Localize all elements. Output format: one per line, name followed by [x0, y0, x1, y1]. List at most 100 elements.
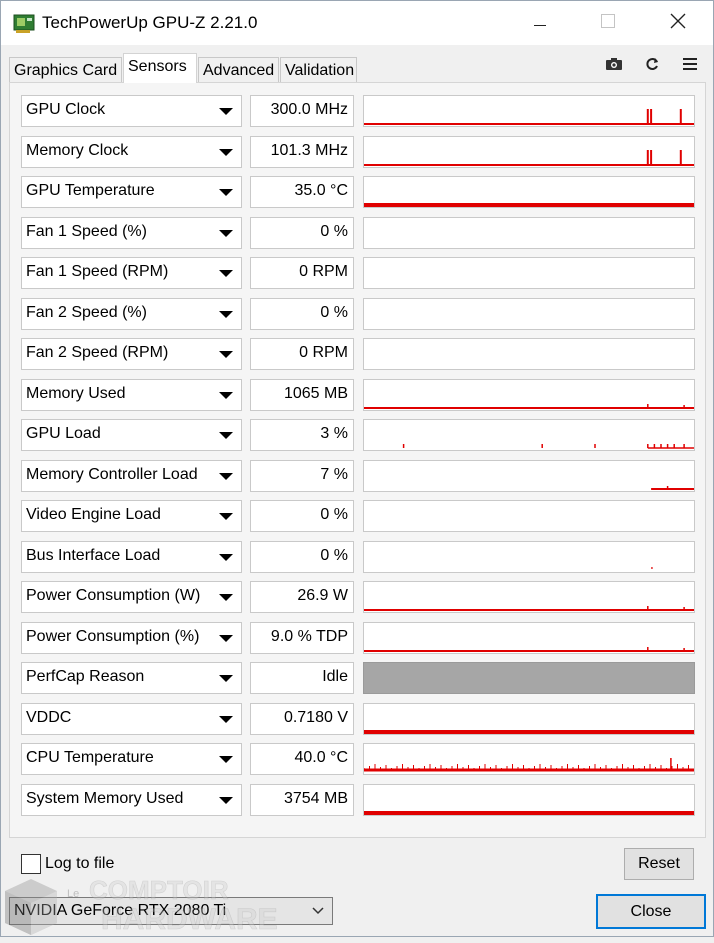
dropdown-arrow-icon[interactable] — [219, 594, 233, 601]
sensor-select[interactable]: VDDC — [21, 703, 242, 735]
sensor-row-gpu-clock: GPU Clock 300.0 MHz — [21, 95, 695, 127]
sensor-name-label: GPU Clock — [26, 101, 106, 118]
sensor-value-box: 101.3 MHz — [250, 136, 354, 168]
gpu-select-dropdown[interactable]: NVIDIA GeForce RTX 2080 Ti — [9, 897, 333, 925]
sensor-select[interactable]: Bus Interface Load — [21, 541, 242, 573]
sensor-graph — [363, 743, 695, 775]
sensor-name-label: CPU Temperature — [26, 749, 154, 766]
sensor-select[interactable]: GPU Temperature — [21, 176, 242, 208]
sensor-select[interactable]: Video Engine Load — [21, 500, 242, 532]
sensor-value: 9.0 % TDP — [270, 628, 348, 645]
sensor-row-fan-1-speed-rpm: Fan 1 Speed (RPM) 0 RPM — [21, 257, 695, 289]
sensor-graph — [363, 257, 695, 289]
sensor-select[interactable]: Fan 1 Speed (RPM) — [21, 257, 242, 289]
sensor-select[interactable]: Memory Used — [21, 379, 242, 411]
minimize-icon — [534, 14, 546, 32]
sensor-value: 0 % — [320, 223, 348, 240]
dropdown-arrow-icon[interactable] — [219, 756, 233, 763]
sensor-graph-plot — [364, 203, 694, 207]
sensor-value: 1065 MB — [283, 385, 348, 402]
sensor-value: 0.7180 V — [283, 709, 348, 726]
sensor-name-label: Memory Clock — [26, 142, 129, 159]
sensor-select[interactable]: Memory Controller Load — [21, 460, 242, 492]
tab-advanced[interactable]: Advanced — [198, 57, 279, 83]
tab-validation[interactable]: Validation — [280, 57, 357, 83]
sensor-select[interactable]: CPU Temperature — [21, 743, 242, 775]
sensor-graph — [363, 379, 695, 411]
hamburger-menu-icon[interactable] — [680, 55, 700, 73]
tab-graphics-card[interactable]: Graphics Card — [9, 57, 122, 83]
gpu-select-value: NVIDIA GeForce RTX 2080 Ti — [14, 902, 227, 919]
sensor-select[interactable]: GPU Clock — [21, 95, 242, 127]
sensor-value: 0 % — [320, 506, 348, 523]
dropdown-arrow-icon[interactable] — [219, 432, 233, 439]
reset-button[interactable]: Reset — [624, 848, 694, 880]
dropdown-arrow-icon[interactable] — [219, 513, 233, 520]
dropdown-arrow-icon[interactable] — [219, 675, 233, 682]
close-icon — [670, 13, 686, 34]
sensor-row-memory-controller-load: Memory Controller Load 7 % — [21, 460, 695, 492]
dropdown-arrow-icon[interactable] — [219, 270, 233, 277]
sensor-name-label: Fan 1 Speed (RPM) — [26, 263, 169, 280]
sensor-name-label: Bus Interface Load — [26, 547, 161, 564]
dropdown-arrow-icon[interactable] — [219, 149, 233, 156]
sensor-row-power-consumption: Power Consumption (%) 9.0 % TDP — [21, 622, 695, 654]
dropdown-arrow-icon[interactable] — [219, 311, 233, 318]
sensor-value-box: 9.0 % TDP — [250, 622, 354, 654]
sensor-select[interactable]: Fan 1 Speed (%) — [21, 217, 242, 249]
dropdown-arrow-icon[interactable] — [219, 716, 233, 723]
camera-icon[interactable] — [604, 55, 624, 73]
close-button[interactable]: Close — [596, 894, 706, 929]
sensor-select[interactable]: Power Consumption (W) — [21, 581, 242, 613]
tab-label: Validation — [285, 62, 355, 79]
log-to-file-checkbox[interactable] — [21, 854, 41, 874]
sensor-graph — [363, 581, 695, 613]
sensor-name-label: Power Consumption (W) — [26, 587, 201, 604]
dropdown-arrow-icon[interactable] — [219, 392, 233, 399]
refresh-icon[interactable] — [642, 55, 662, 73]
sensor-row-memory-used: Memory Used 1065 MB — [21, 379, 695, 411]
sensor-graph — [363, 217, 695, 249]
sensor-select[interactable]: System Memory Used — [21, 784, 242, 816]
sensor-row-memory-clock: Memory Clock 101.3 MHz — [21, 136, 695, 168]
sensor-name-label: Power Consumption (%) — [26, 628, 200, 645]
sensor-select[interactable]: Memory Clock — [21, 136, 242, 168]
sensor-value-box: 26.9 W — [250, 581, 354, 613]
minimize-button[interactable] — [505, 1, 575, 45]
dropdown-arrow-icon[interactable] — [219, 230, 233, 237]
dropdown-arrow-icon[interactable] — [219, 351, 233, 358]
title-bar[interactable]: TechPowerUp GPU-Z 2.21.0 — [1, 1, 713, 45]
sensor-name-label: System Memory Used — [26, 790, 184, 807]
dropdown-arrow-icon[interactable] — [219, 473, 233, 480]
dropdown-arrow-icon[interactable] — [219, 108, 233, 115]
sensor-select[interactable]: Power Consumption (%) — [21, 622, 242, 654]
dropdown-arrow-icon[interactable] — [219, 635, 233, 642]
sensor-select[interactable]: PerfCap Reason — [21, 662, 242, 694]
sensor-select[interactable]: Fan 2 Speed (RPM) — [21, 338, 242, 370]
close-window-button[interactable] — [643, 1, 713, 45]
sensor-value: 3754 MB — [283, 790, 348, 807]
sensor-graph-plot — [364, 404, 694, 409]
dropdown-arrow-icon[interactable] — [219, 797, 233, 804]
sensor-row-power-consumption-w: Power Consumption (W) 26.9 W — [21, 581, 695, 613]
tab-sensors[interactable]: Sensors — [123, 53, 197, 83]
maximize-button[interactable] — [573, 1, 643, 45]
chevron-down-icon — [312, 904, 324, 922]
sensor-value-box: 0 % — [250, 217, 354, 249]
sensor-value-box: 0 RPM — [250, 338, 354, 370]
sensor-value: Idle — [322, 668, 348, 685]
sensor-graph — [363, 298, 695, 330]
sensor-name-label: PerfCap Reason — [26, 668, 145, 685]
sensor-select[interactable]: Fan 2 Speed (%) — [21, 298, 242, 330]
sensor-value-box: 0 % — [250, 541, 354, 573]
sensor-value: 101.3 MHz — [270, 142, 348, 159]
sensor-select[interactable]: GPU Load — [21, 419, 242, 451]
dropdown-arrow-icon[interactable] — [219, 554, 233, 561]
sensor-name-label: Memory Controller Load — [26, 466, 198, 483]
sensor-value: 0 % — [320, 547, 348, 564]
dropdown-arrow-icon[interactable] — [219, 189, 233, 196]
sensor-name-label: Fan 2 Speed (%) — [26, 304, 147, 321]
sensor-value: 40.0 °C — [294, 749, 348, 766]
sensor-value: 35.0 °C — [294, 182, 348, 199]
